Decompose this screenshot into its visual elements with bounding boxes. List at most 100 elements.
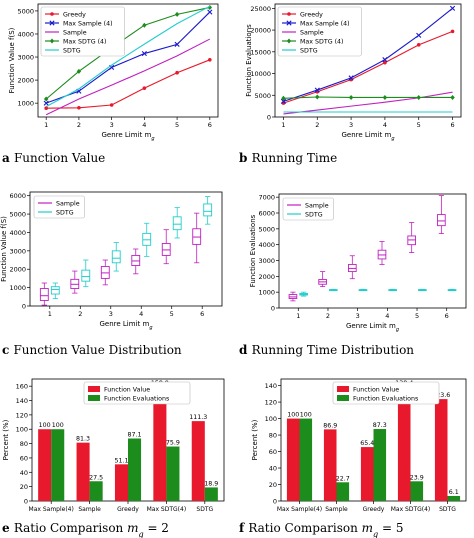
x-tick-label: 1 <box>48 310 52 318</box>
legend-swatch <box>337 386 349 392</box>
box-plot <box>329 288 338 292</box>
point-marker <box>141 50 147 57</box>
data-label: 100 <box>39 422 51 429</box>
data-label: 27.5 <box>89 474 103 481</box>
y-tick-label: 3000 <box>258 257 275 265</box>
legend-label: SDTG <box>56 210 74 217</box>
box-plot <box>418 288 427 292</box>
point-marker <box>450 94 455 100</box>
panel-c: 0 1000 2000 3000 4000 5000 6000 Function Value … <box>0 191 223 357</box>
x-tick-label: 3 <box>356 312 360 320</box>
point-marker <box>142 86 147 90</box>
y-axis-label: Function Evaluations <box>245 24 253 97</box>
y-tick-label: 0 <box>22 303 26 311</box>
point-marker <box>43 100 49 106</box>
point-marker <box>207 4 213 10</box>
x-tick-label: Sample <box>325 506 348 513</box>
y-tick-label: 4000 <box>258 241 275 249</box>
y-tick-label: 7000 <box>258 194 275 202</box>
y-axis-label: Percent (%) <box>251 419 259 460</box>
data-label: 75.9 <box>166 440 180 447</box>
legend-label: Max SDTG (4) <box>300 39 344 46</box>
y-tick-label: 5000 <box>9 211 26 219</box>
bar <box>128 438 142 501</box>
y-tick-label: 2000 <box>9 266 26 274</box>
legend-label: Max Sample (4) <box>300 21 350 28</box>
box-plot <box>39 282 49 306</box>
box-plot <box>377 241 387 265</box>
x-tick-label: 5 <box>417 121 421 129</box>
data-label: 111.3 <box>189 414 207 421</box>
point-marker <box>174 41 180 47</box>
y-axis-label: Function Value f(S) <box>0 216 8 282</box>
y-tick-label: 1000 <box>9 284 26 292</box>
plot-frame <box>274 3 462 118</box>
y-tick-label: 25000 <box>250 5 271 13</box>
bar <box>51 429 65 501</box>
y-tick-label: 0 <box>267 114 271 122</box>
legend-box <box>40 6 125 57</box>
panel-caption: e Ratio Comparison mg = 2 <box>2 521 169 538</box>
x-tick-label: 3 <box>109 310 113 318</box>
legend-label: Function Value <box>104 387 150 394</box>
box-plot <box>142 222 152 257</box>
y-tick-label: 6000 <box>9 192 26 200</box>
series-line <box>45 6 210 100</box>
y-axis-label: Function Evaluations <box>249 214 257 287</box>
box-plot <box>388 288 397 292</box>
point-marker <box>175 70 179 75</box>
point-marker <box>207 9 213 15</box>
box-plot <box>131 248 141 275</box>
legend-label: Sample <box>56 201 80 208</box>
x-tick-label: 3 <box>349 121 353 129</box>
bar <box>360 447 374 501</box>
x-tick-label: Greedy <box>363 506 385 513</box>
legend-box <box>83 381 191 405</box>
bar <box>76 442 90 501</box>
box <box>50 286 60 295</box>
box-plot <box>358 288 368 292</box>
point-marker <box>348 75 354 81</box>
legend-swatch <box>88 395 100 401</box>
data-label: 6.1 <box>449 489 459 496</box>
x-tick-label: 2 <box>78 310 82 318</box>
bar <box>153 386 167 501</box>
panel-a: 1000 2000 3000 4000 5000 Function Value f(S) G… <box>2 3 219 165</box>
y-tick-label: 20000 <box>250 27 271 35</box>
point-marker <box>449 5 456 11</box>
bar <box>323 429 337 501</box>
x-tick-label: 3 <box>110 121 114 129</box>
panel-f: 0 20 40 60 80 100 120 140 Percent (%) Max Sample(… <box>239 378 467 538</box>
box <box>39 288 49 301</box>
x-axis-label: Genre Limit mg <box>101 131 154 142</box>
point-marker <box>77 105 81 110</box>
point-marker <box>287 12 291 16</box>
box-plot <box>447 288 457 292</box>
y-tick-label: 120 <box>265 399 277 407</box>
series-line <box>45 11 211 104</box>
box-plot <box>111 242 121 272</box>
x-axis-label: Genre Limit mg <box>99 320 152 331</box>
caption-letter: e <box>2 521 14 535</box>
y-tick-label: 80 <box>269 432 277 440</box>
point-marker <box>383 60 387 65</box>
y-tick-label: 0 <box>24 498 28 506</box>
bar <box>447 495 461 501</box>
box-plot <box>318 271 327 288</box>
data-label: 123.6 <box>432 392 450 399</box>
x-tick-label: 6 <box>450 121 454 129</box>
legend-label: Sample <box>300 30 324 37</box>
box-plot <box>348 255 357 280</box>
point-marker <box>76 68 82 74</box>
x-tick-label: 1 <box>296 312 300 320</box>
y-tick-label: 20 <box>20 483 28 491</box>
legend-label: Max Sample (4) <box>63 21 113 28</box>
x-tick-label: 5 <box>415 312 419 320</box>
data-label: 23.9 <box>410 474 424 481</box>
y-tick-label: 20 <box>269 481 277 489</box>
bar <box>373 429 387 501</box>
y-tick-label: 140 <box>16 397 28 405</box>
x-tick-label: 2 <box>315 121 319 129</box>
point-marker <box>49 20 55 26</box>
